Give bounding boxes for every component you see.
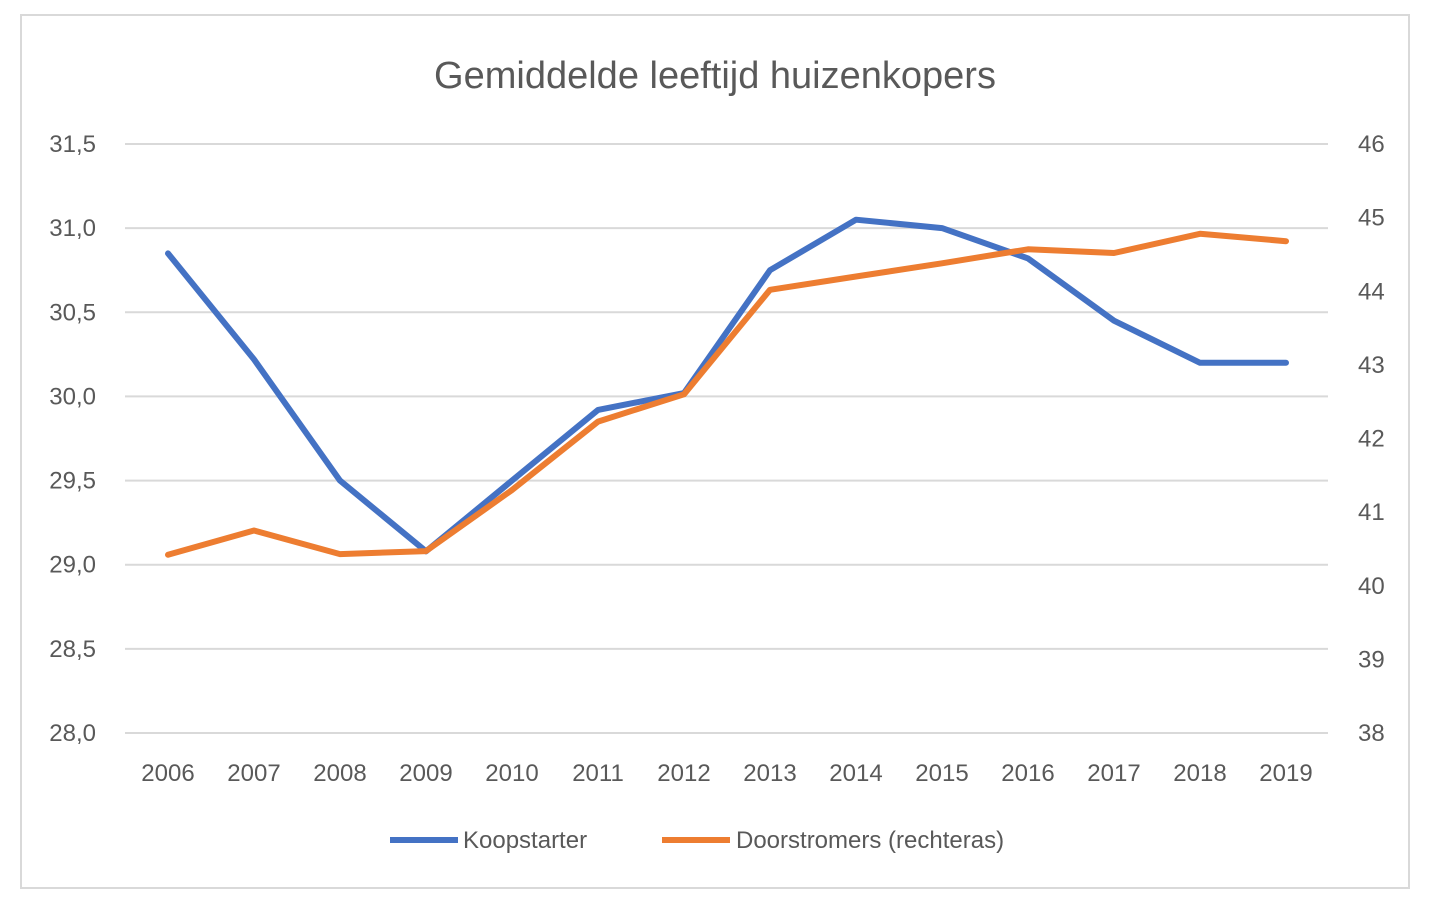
chart-frame (20, 14, 1410, 889)
left-axis-tick-label: 30,5 (49, 299, 96, 326)
right-axis-tick-label: 39 (1358, 646, 1385, 673)
legend-label: Koopstarter (463, 827, 587, 854)
right-axis-ticks: 38 39 40 41 42 43 44 45 46 (1358, 131, 1385, 747)
left-axis-tick-label: 31,0 (49, 215, 96, 242)
x-axis-tick-label: 2008 (313, 760, 366, 787)
x-axis-tick-label: 2006 (141, 760, 194, 787)
right-axis-tick-label: 41 (1358, 499, 1385, 526)
x-axis-tick-label: 2007 (227, 760, 280, 787)
right-axis-tick-label: 40 (1358, 573, 1385, 600)
right-axis-tick-label: 46 (1358, 131, 1385, 158)
left-axis-tick-label: 31,5 (49, 131, 96, 158)
right-axis-tick-label: 43 (1358, 352, 1385, 379)
left-axis-tick-label: 29,5 (49, 468, 96, 495)
x-axis-tick-label: 2016 (1001, 760, 1054, 787)
x-axis-tick-label: 2011 (572, 760, 624, 787)
series-lines (165, 216, 1289, 558)
x-axis-tick-label: 2015 (915, 760, 968, 787)
legend-label: Doorstromers (rechteras) (736, 827, 1004, 854)
left-axis-ticks: 28,0 28,5 29,0 29,5 30,0 30,5 31,0 31,5 (49, 131, 96, 747)
left-axis-tick-label: 30,0 (49, 383, 96, 410)
x-axis-tick-label: 2019 (1259, 760, 1312, 787)
chart-title: Gemiddelde leeftijd huizenkopers (434, 55, 996, 97)
gridlines (125, 143, 1328, 734)
left-axis-tick-label: 28,5 (49, 636, 96, 663)
right-axis-tick-label: 42 (1358, 426, 1385, 453)
x-axis-ticks: 2006 2007 2008 2009 2010 2011 2012 2013 2014 2015… (141, 760, 1312, 787)
left-axis-tick-label: 28,0 (49, 720, 96, 747)
legend: Koopstarter Doorstromers (rechteras) (390, 827, 1004, 854)
right-axis-tick-label: 38 (1358, 720, 1385, 747)
right-axis-tick-label: 45 (1358, 205, 1385, 232)
x-axis-tick-label: 2012 (657, 760, 710, 787)
x-axis-tick-label: 2013 (743, 760, 796, 787)
x-axis-tick-label: 2018 (1173, 760, 1226, 787)
series-line-koopstarter (165, 216, 1289, 555)
x-axis-tick-label: 2010 (485, 760, 538, 787)
right-axis-tick-label: 44 (1358, 278, 1385, 305)
left-axis-tick-label: 29,0 (49, 552, 96, 579)
series-line-doorstromers (165, 230, 1289, 558)
x-axis-tick-label: 2017 (1087, 760, 1140, 787)
x-axis-tick-label: 2014 (829, 760, 882, 787)
x-axis-tick-label: 2009 (399, 760, 452, 787)
